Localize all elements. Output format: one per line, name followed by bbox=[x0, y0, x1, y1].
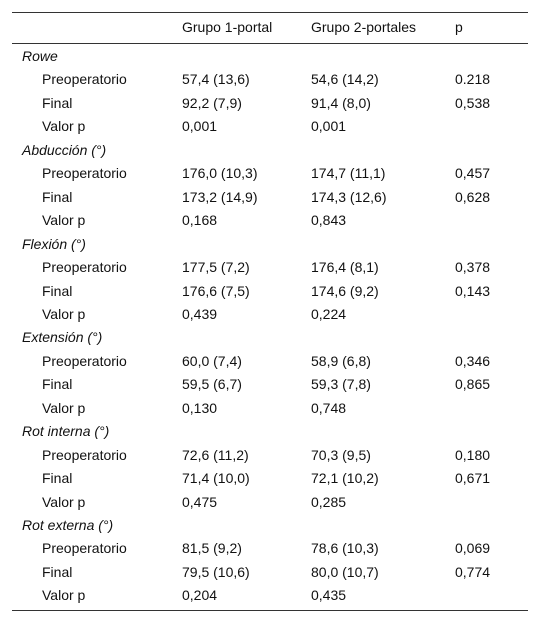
cell: 54,6 (14,2) bbox=[311, 71, 379, 88]
row-label: Final bbox=[42, 470, 73, 487]
row-label: Preoperatorio bbox=[42, 165, 127, 182]
cell: 176,0 (10,3) bbox=[182, 165, 258, 182]
cell: 0,457 bbox=[455, 165, 491, 182]
cell: 0,224 bbox=[311, 305, 347, 322]
row-label: Final bbox=[42, 282, 73, 299]
cell: 79,5 (10,6) bbox=[182, 563, 250, 580]
cell: 174,6 (9,2) bbox=[311, 282, 379, 299]
section-title: Rowe bbox=[22, 48, 58, 64]
cell: 0,143 bbox=[455, 282, 491, 299]
row-label: Preoperatorio bbox=[42, 71, 127, 88]
cell: 173,2 (14,9) bbox=[182, 188, 258, 205]
section-title: Flexión (°) bbox=[22, 235, 86, 252]
cell: 0,671 bbox=[455, 470, 491, 487]
cell: 0,378 bbox=[455, 259, 491, 276]
header-rule bbox=[12, 43, 528, 44]
row-label: Final bbox=[42, 188, 73, 205]
section-title: Rot externa (°) bbox=[22, 517, 114, 533]
cell: 0,865 bbox=[455, 376, 491, 393]
cell: 0,538 bbox=[455, 94, 491, 111]
row-label: Preoperatorio bbox=[42, 446, 127, 463]
cell: 0,439 bbox=[182, 305, 218, 322]
row-label: Valor p bbox=[42, 305, 86, 322]
cell: 0,168 bbox=[182, 212, 218, 229]
cell: 58,9 (6,8) bbox=[311, 352, 371, 369]
cell: 72,6 (11,2) bbox=[182, 446, 249, 463]
row-label: Valor p bbox=[42, 399, 86, 416]
cell: 70,3 (9,5) bbox=[311, 446, 371, 463]
cell: 174,7 (11,1) bbox=[311, 165, 386, 182]
row-label: Preoperatorio bbox=[42, 352, 127, 369]
cell: 0.218 bbox=[455, 71, 491, 88]
cell: 176,6 (7,5) bbox=[182, 282, 250, 299]
cell: 177,5 (7,2) bbox=[182, 259, 250, 276]
cell: 78,6 (10,3) bbox=[311, 540, 379, 557]
cell: 0,285 bbox=[311, 493, 347, 510]
cell: 176,4 (8,1) bbox=[311, 259, 379, 276]
cell: 71,4 (10,0) bbox=[182, 470, 250, 487]
cell: 0,628 bbox=[455, 188, 491, 205]
column-header: p bbox=[455, 19, 463, 35]
column-header: Grupo 2-portales bbox=[311, 19, 417, 35]
cell: 0,843 bbox=[311, 212, 347, 229]
row-label: Valor p bbox=[42, 587, 86, 604]
cell: 0,204 bbox=[182, 587, 218, 604]
cell: 0,475 bbox=[182, 493, 218, 510]
cell: 0,130 bbox=[182, 399, 218, 416]
cell: 174,3 (12,6) bbox=[311, 188, 387, 205]
cell: 72,1 (10,2) bbox=[311, 470, 379, 487]
cell: 91,4 (8,0) bbox=[311, 94, 371, 111]
column-header: Grupo 1-portal bbox=[182, 19, 273, 35]
bottom-rule bbox=[12, 610, 528, 611]
row-label: Final bbox=[42, 376, 73, 393]
row-label: Valor p bbox=[42, 493, 86, 510]
cell: 80,0 (10,7) bbox=[311, 563, 379, 580]
row-label: Valor p bbox=[42, 212, 86, 229]
section-title: Abducción (°) bbox=[22, 141, 107, 158]
cell: 0,001 bbox=[311, 118, 347, 135]
cell: 59,3 (7,8) bbox=[311, 376, 371, 393]
row-label: Preoperatorio bbox=[42, 540, 127, 557]
cell: 92,2 (7,9) bbox=[182, 94, 242, 111]
top-rule bbox=[12, 12, 528, 13]
row-label: Final bbox=[42, 563, 73, 580]
cell: 0,346 bbox=[455, 352, 491, 369]
row-label: Final bbox=[42, 94, 73, 111]
row-label: Valor p bbox=[42, 118, 86, 135]
cell: 0,435 bbox=[311, 587, 347, 604]
cell: 59,5 (6,7) bbox=[182, 376, 242, 393]
row-label: Preoperatorio bbox=[42, 259, 127, 276]
cell: 81,5 (9,2) bbox=[182, 540, 242, 557]
cell: 57,4 (13,6) bbox=[182, 71, 250, 88]
cell: 0,748 bbox=[311, 399, 347, 416]
cell: 0,774 bbox=[455, 563, 491, 580]
cell: 0,069 bbox=[455, 540, 491, 557]
section-title: Rot interna (°) bbox=[22, 423, 110, 440]
cell: 0,180 bbox=[455, 446, 491, 463]
cell: 0,001 bbox=[182, 118, 218, 135]
section-title: Extensión (°) bbox=[22, 329, 103, 346]
cell: 60,0 (7,4) bbox=[182, 352, 242, 369]
